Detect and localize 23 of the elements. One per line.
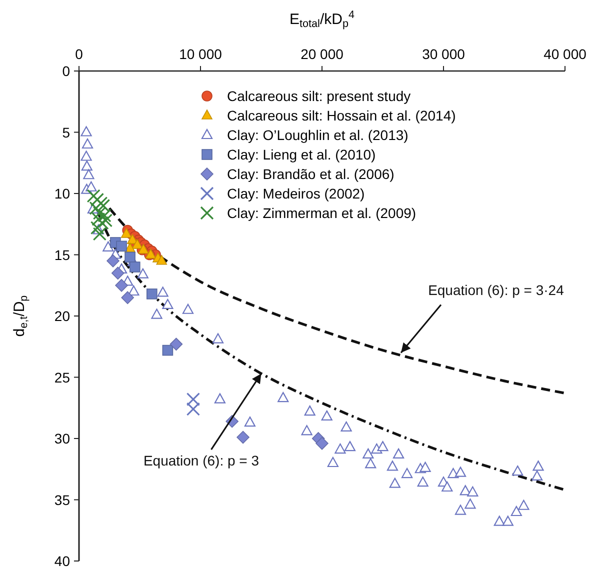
y-tick-label: 35 <box>54 492 70 508</box>
legend-label: Clay: Medeiros (2002) <box>227 186 365 202</box>
y-tick-label: 0 <box>62 63 70 79</box>
x-tick-label: 0 <box>75 46 84 62</box>
legend-label: Calcareous silt: present study <box>227 88 411 104</box>
legend-label: Clay: Brandão et al. (2006) <box>227 166 394 182</box>
y-tick-label: 25 <box>54 369 70 386</box>
legend-label: Clay: O’Loughlin et al. (2013) <box>227 127 408 143</box>
x-tick-label: 10 000 <box>179 46 222 62</box>
y-tick-label: 30 <box>54 430 70 446</box>
x-tick-label: 30 000 <box>422 46 466 62</box>
y-tick-label: 20 <box>54 308 70 324</box>
x-tick-label: 20 000 <box>300 46 344 62</box>
annotation: Equation (6): p = 3·24 <box>428 282 564 298</box>
legend-label: Clay: Lieng et al. (2010) <box>227 146 376 162</box>
y-tick-label: 10 <box>54 186 70 202</box>
x-tick-label: 40 000 <box>544 46 587 62</box>
legend-label: Calcareous silt: Hossain et al. (2014) <box>227 108 456 124</box>
y-tick-label: 15 <box>54 246 70 263</box>
y-tick-label: 40 <box>54 553 70 569</box>
y-tick-label: 5 <box>62 124 70 140</box>
legend-label: Clay: Zimmerman et al. (2009) <box>227 205 416 221</box>
annotation: Equation (6): p = 3 <box>143 452 260 469</box>
